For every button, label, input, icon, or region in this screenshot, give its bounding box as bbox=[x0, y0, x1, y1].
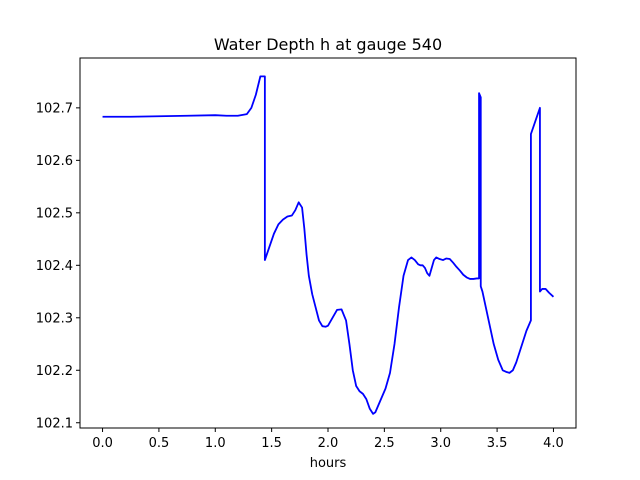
y-tick-label: 102.1 bbox=[36, 416, 73, 431]
x-tick-label: 3.0 bbox=[430, 436, 451, 451]
y-axis: 102.1 102.2 102.3 102.4 102.5 102.6 102.7 bbox=[36, 101, 80, 431]
chart-title: Water Depth h at gauge 540 bbox=[214, 35, 442, 54]
x-tick-label: 2.5 bbox=[374, 436, 395, 451]
x-tick-label: 1.5 bbox=[261, 436, 282, 451]
x-tick-label: 3.5 bbox=[487, 436, 508, 451]
x-tick-label: 1.0 bbox=[205, 436, 226, 451]
y-tick-label: 102.5 bbox=[36, 206, 73, 221]
y-tick-label: 102.6 bbox=[36, 154, 73, 169]
x-axis: 0.0 0.5 1.0 1.5 2.0 2.5 3.0 3.5 4.0 bbox=[92, 428, 564, 451]
x-tick-label: 0.5 bbox=[149, 436, 170, 451]
plot-area bbox=[102, 75, 555, 415]
y-tick-label: 102.2 bbox=[36, 364, 73, 379]
y-tick-label: 102.4 bbox=[36, 259, 73, 274]
y-tick-label: 102.7 bbox=[36, 101, 73, 116]
y-tick-label: 102.3 bbox=[36, 311, 73, 326]
series-line bbox=[102, 75, 555, 415]
x-tick-label: 4.0 bbox=[543, 436, 564, 451]
x-tick-label: 0.0 bbox=[92, 436, 113, 451]
x-axis-title: hours bbox=[310, 456, 347, 471]
x-tick-label: 2.0 bbox=[318, 436, 339, 451]
